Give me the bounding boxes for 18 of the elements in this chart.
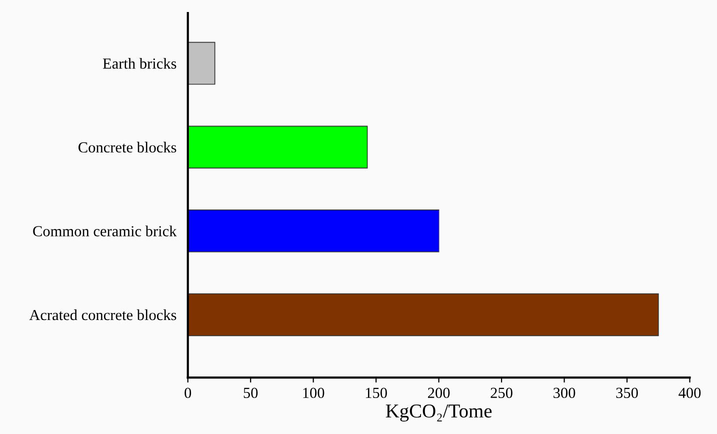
x-tick-label: 50	[244, 388, 258, 398]
bar	[188, 210, 440, 252]
x-tick-label: 100	[303, 388, 324, 398]
bar	[188, 42, 216, 85]
x-tick-label: 250	[490, 388, 512, 398]
y-tick-label: Acrated concrete blocks	[29, 309, 176, 320]
x-tick-label: 150	[366, 388, 387, 398]
y-tick-label: Common ceramic brick	[33, 226, 177, 236]
x-tick-label: 350	[616, 388, 638, 398]
bar	[188, 293, 659, 336]
bar	[188, 126, 368, 168]
x-tick-label: 200	[428, 388, 450, 398]
y-tick-label: Concrete blocks	[78, 142, 176, 153]
x-tick-label: 400	[678, 388, 701, 398]
x-axis-title: KgCO₂/Tome	[386, 404, 492, 422]
x-tick-label: 0	[184, 388, 192, 398]
y-tick-label: Earth bricks	[102, 58, 176, 69]
x-tick-label: 300	[554, 388, 576, 398]
